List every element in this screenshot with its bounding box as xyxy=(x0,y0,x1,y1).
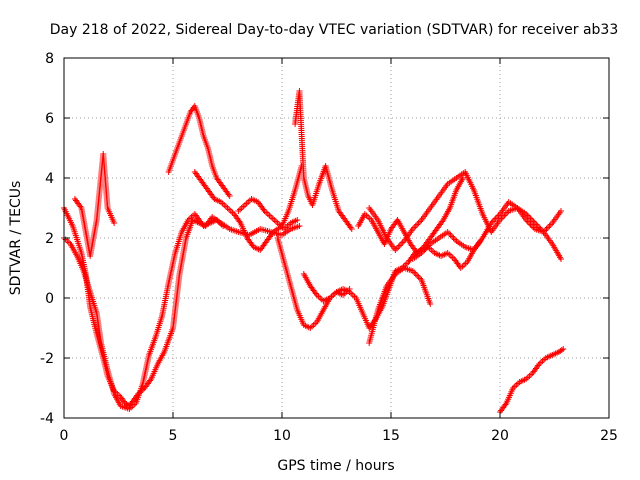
series-track-h xyxy=(300,238,484,331)
data-point xyxy=(450,235,457,241)
x-tick-label: 0 xyxy=(60,428,69,444)
data-point xyxy=(524,212,531,219)
data-point xyxy=(415,220,422,226)
data-point xyxy=(451,236,458,243)
series-track-e xyxy=(235,196,301,232)
x-tick-label: 25 xyxy=(600,428,618,444)
x-tick-label: 15 xyxy=(382,428,400,444)
y-tick-label: 6 xyxy=(45,111,54,127)
x-tick-label: 20 xyxy=(491,428,509,444)
data-point xyxy=(398,241,405,247)
data-points-layer xyxy=(61,88,567,415)
x-axis-title: GPS time / hours xyxy=(277,458,394,474)
data-point xyxy=(526,214,533,220)
data-point xyxy=(414,272,421,279)
y-tick-label: 2 xyxy=(45,231,54,247)
series-track-m xyxy=(71,151,118,259)
data-point xyxy=(527,221,534,228)
ticks-layer: 0 5 10 15 20 25 -4 -2 0 2 4 6 8 xyxy=(40,51,618,444)
series-track-b xyxy=(61,211,227,412)
x-tick-label: 10 xyxy=(273,428,291,444)
series-track-l xyxy=(497,346,567,415)
series-track-j xyxy=(366,169,565,262)
data-point xyxy=(111,220,118,226)
data-point xyxy=(547,221,554,228)
series-track-c xyxy=(165,103,233,199)
series-track-d xyxy=(191,163,305,253)
series-track-f xyxy=(274,235,353,331)
data-point xyxy=(527,215,534,222)
series-track-k xyxy=(409,199,565,262)
y-tick-label: -2 xyxy=(40,351,54,367)
data-point xyxy=(495,212,502,219)
y-tick-label: -4 xyxy=(40,411,54,427)
data-point xyxy=(226,193,233,199)
data-point xyxy=(531,220,538,226)
data-point xyxy=(395,244,402,250)
data-point xyxy=(530,218,537,225)
data-point xyxy=(348,226,355,232)
data-point xyxy=(526,220,533,226)
series-track-n xyxy=(366,265,434,346)
data-point xyxy=(294,217,301,223)
data-point xyxy=(414,221,421,228)
x-tick-label: 5 xyxy=(169,428,178,444)
data-point xyxy=(558,256,565,262)
series-track-g xyxy=(292,88,355,232)
data-point xyxy=(560,346,567,352)
data-point xyxy=(296,223,303,229)
data-point xyxy=(524,218,531,225)
y-tick-label: 0 xyxy=(45,291,54,307)
data-point xyxy=(544,224,551,231)
data-point xyxy=(396,242,403,249)
data-point xyxy=(546,223,553,229)
data-point xyxy=(542,227,549,234)
data-point xyxy=(412,271,419,277)
data-point xyxy=(399,239,406,246)
data-point xyxy=(220,223,227,229)
data-point xyxy=(427,301,434,307)
data-point xyxy=(528,223,535,229)
data-point xyxy=(412,223,419,229)
data-point xyxy=(415,274,422,280)
grid-layer xyxy=(64,58,609,418)
data-point xyxy=(558,208,565,214)
chart-title: Day 218 of 2022, Sidereal Day-to-day VTE… xyxy=(50,22,619,38)
y-tick-label: 8 xyxy=(45,51,54,67)
data-point xyxy=(528,217,535,223)
series-track-i xyxy=(355,175,466,256)
data-point xyxy=(498,215,505,222)
data-point xyxy=(446,230,453,237)
data-point xyxy=(411,224,418,231)
data-point xyxy=(417,218,424,225)
data-point xyxy=(449,233,456,240)
y-tick-label: 4 xyxy=(45,171,54,187)
y-axis-title: SDTVAR / TECUs xyxy=(8,181,24,296)
data-point xyxy=(558,347,565,353)
